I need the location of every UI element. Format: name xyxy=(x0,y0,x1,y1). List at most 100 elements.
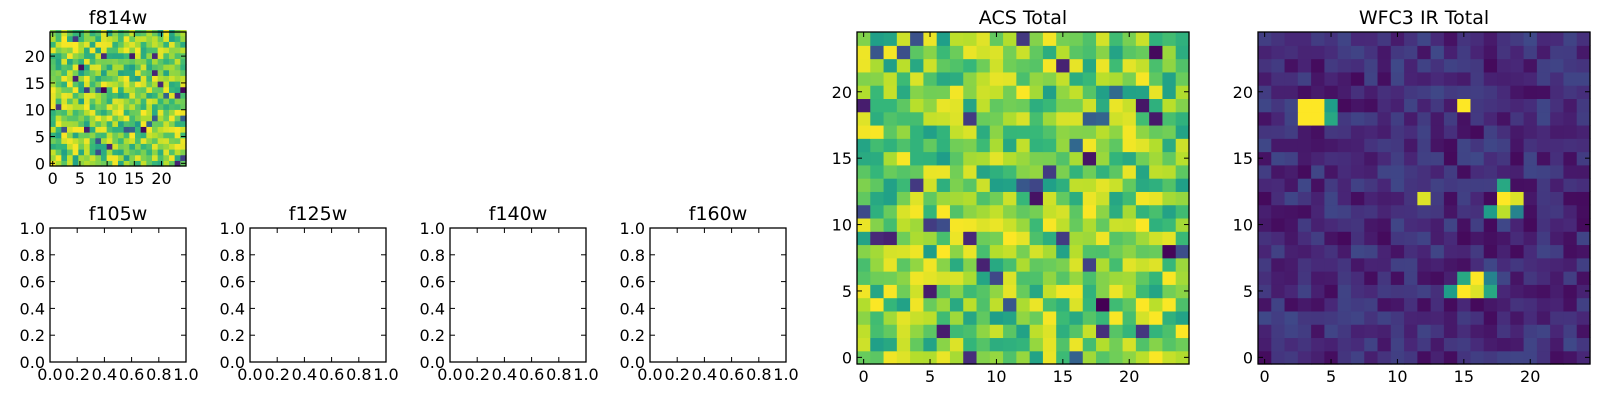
heatmap-cell xyxy=(923,178,938,192)
heatmap-cell xyxy=(106,115,113,122)
heatmap-cell xyxy=(1364,297,1379,312)
heatmap-cell xyxy=(1258,98,1272,113)
heatmap-cell xyxy=(1497,284,1511,299)
heatmap-cell xyxy=(870,138,885,153)
heatmap-cell xyxy=(106,92,113,99)
heatmap-cell xyxy=(1162,350,1177,365)
heatmap-cell xyxy=(1162,71,1177,86)
heatmap-cell xyxy=(1404,32,1418,46)
heatmap-cell xyxy=(1483,164,1498,179)
heatmap-cell xyxy=(1175,85,1190,99)
heatmap-cell xyxy=(123,109,130,116)
heatmap-cell xyxy=(1016,58,1031,73)
heatmap-cell xyxy=(963,350,978,365)
heatmap-cell xyxy=(1162,204,1177,219)
heatmap-cell xyxy=(95,64,102,71)
heatmap-cell xyxy=(1470,164,1485,179)
heatmap-cell xyxy=(55,92,62,99)
heatmap-cell xyxy=(1149,310,1164,325)
heatmap-cell xyxy=(1122,204,1137,219)
heatmap-cell xyxy=(1029,45,1044,60)
heatmap-cell xyxy=(152,143,159,150)
heatmap-cell xyxy=(1430,231,1445,246)
y-tick-label: 0.0 xyxy=(220,353,245,372)
heatmap-cell xyxy=(1082,151,1097,166)
heatmap-cell xyxy=(936,98,951,113)
heatmap-cell xyxy=(123,35,130,42)
heatmap-cell xyxy=(1175,191,1190,206)
heatmap-cell xyxy=(1483,124,1498,139)
heatmap-cell xyxy=(1377,204,1392,219)
heatmap-cell xyxy=(1029,204,1044,219)
heatmap-cell xyxy=(129,98,136,105)
heatmap-cell xyxy=(1271,151,1286,166)
heatmap-cell xyxy=(1069,271,1084,285)
heatmap-cell xyxy=(118,109,125,116)
heatmap-cell xyxy=(1122,284,1137,299)
heatmap-cell xyxy=(1082,350,1097,365)
heatmap-cell xyxy=(55,109,62,116)
heatmap-cell xyxy=(89,35,96,42)
heatmap-cell xyxy=(1497,324,1511,339)
heatmap-cell xyxy=(129,132,136,139)
heatmap-cell xyxy=(152,52,159,59)
heatmap-cell xyxy=(129,143,136,150)
heatmap-cell xyxy=(1122,32,1137,46)
heatmap-cell xyxy=(1430,45,1445,60)
heatmap-cell xyxy=(89,115,96,122)
heatmap-cell xyxy=(1297,124,1312,139)
y-tick-label: 20 xyxy=(1233,83,1253,102)
heatmap-cell xyxy=(1003,337,1017,352)
heatmap-cell xyxy=(1175,32,1190,46)
heatmap-cell xyxy=(1135,191,1150,206)
heatmap-cell xyxy=(1404,164,1418,179)
x-tick-label: 0.4 xyxy=(292,365,317,384)
y-tick-label: 15 xyxy=(1233,149,1253,168)
heatmap-cell xyxy=(1122,111,1137,126)
heatmap-cell xyxy=(1576,271,1591,285)
heatmap-cell xyxy=(1175,138,1190,153)
heatmap-cell xyxy=(949,324,964,339)
heatmap-cell xyxy=(976,310,991,325)
heatmap-cell xyxy=(1109,124,1124,139)
heatmap-cell xyxy=(1003,257,1017,272)
heatmap-cell xyxy=(67,98,74,105)
heatmap-cell xyxy=(910,271,924,285)
heatmap-cell xyxy=(1523,151,1538,166)
heatmap-cell xyxy=(50,98,57,105)
heatmap-cell xyxy=(923,58,938,73)
heatmap-cell xyxy=(1029,350,1044,365)
heatmap-cell xyxy=(72,103,79,110)
heatmap-cell xyxy=(72,137,79,144)
heatmap-cell xyxy=(67,132,74,139)
heatmap-cell xyxy=(72,47,79,54)
heatmap-cell xyxy=(1390,310,1405,325)
heatmap-cell xyxy=(174,109,181,116)
heatmap-cell xyxy=(1109,85,1124,99)
heatmap-cell xyxy=(1016,271,1031,285)
heatmap-cell xyxy=(106,126,113,133)
heatmap-cell xyxy=(67,149,74,156)
heatmap-cell xyxy=(118,86,125,93)
heatmap-cell xyxy=(923,284,938,299)
heatmap-cell xyxy=(936,124,951,139)
heatmap-cell xyxy=(1337,58,1352,73)
heatmap-cell xyxy=(1149,85,1164,99)
heatmap-cell xyxy=(989,111,1004,126)
heatmap-cell xyxy=(146,41,153,48)
heatmap-cell xyxy=(1563,257,1578,272)
heatmap-cell xyxy=(1082,191,1097,206)
heatmap-cell xyxy=(1430,32,1445,46)
heatmap-cell xyxy=(169,86,176,93)
heatmap-cell xyxy=(67,52,74,59)
heatmap-cell xyxy=(1443,151,1458,166)
heatmap-cell xyxy=(1470,32,1485,46)
heatmap-cell xyxy=(923,271,938,285)
heatmap-cell xyxy=(1056,191,1071,206)
heatmap-cell xyxy=(1550,191,1565,206)
heatmap-cell xyxy=(870,324,885,339)
heatmap-cell xyxy=(1109,284,1124,299)
heatmap-cell xyxy=(1297,310,1312,325)
heatmap-cell xyxy=(61,143,68,150)
heatmap-cell xyxy=(135,149,142,156)
